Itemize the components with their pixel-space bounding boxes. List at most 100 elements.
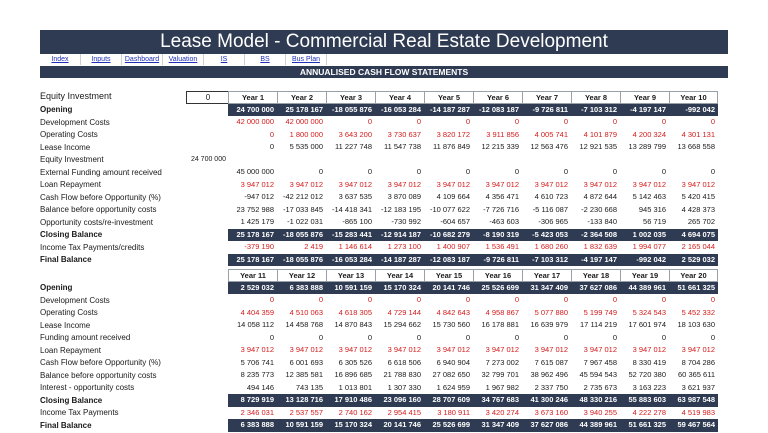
table-cell: 3 637 535 [338,192,372,201]
side-value [186,104,228,117]
table-cell: 32 799 701 [481,370,519,379]
table-cell: 4 958 867 [485,307,519,317]
table-cell: -10 682 279 [424,228,473,241]
table-cell: 0 [269,332,274,342]
side-value [186,217,228,230]
table-cell: 45 594 543 [579,370,617,379]
year-header: Year 12 [277,269,326,282]
year-header: Year 8 [571,91,620,104]
table-cell: 60 365 611 [678,370,715,379]
side-value [186,129,228,142]
table-cell [375,154,424,167]
table-row: 14 058 112 14 458 768 14 870 843 15 294 662… [228,319,718,332]
table-cell: 0 [563,117,568,126]
table-cell: 12 385 581 [285,370,323,379]
nav-link-inputs[interactable]: Inputs [81,54,122,65]
table-cell [326,154,375,167]
row-label: Closing Balance [40,230,103,239]
table-cell: 41 300 246 [522,394,571,407]
table-cell: -7 726 716 [483,204,519,214]
table-cell: 10 591 159 [326,281,375,294]
cash-flow-table-years-11-20: Year 11 Year 12 Year 13 Year 14 Year 15 Year … [228,269,718,432]
table-cell: 37 627 086 [522,419,571,432]
side-value: 24 700 000 [190,156,226,163]
table-cell: 0 [465,332,470,342]
table-cell: 0 [367,117,372,126]
table-cell: 2 346 031 [240,407,274,417]
table-cell [571,154,620,167]
table-row: -947 012 -42 212 012 3 637 535 3 870 089 4 1… [228,191,718,204]
table-cell: 1 146 614 [338,242,372,251]
table-cell: 0 [710,295,715,304]
table-cell: -2 364 508 [571,228,620,241]
table-row: 2 346 031 2 537 557 2 740 162 2 954 415 3 18… [228,407,718,420]
table-row: 0 0 0 0 0 0 0 0 0 0 [228,294,718,307]
table-cell: 6 383 888 [277,281,326,294]
table-cell: 494 146 [246,382,274,392]
year-header: Year 15 [424,269,473,282]
table-cell: 44 389 961 [620,281,669,294]
year-header: Year 19 [620,269,669,282]
year-header: Year 11 [228,269,277,282]
year-header: Year 10 [669,91,718,104]
table-cell: 0 [416,295,421,304]
table-cell: 56 719 [643,217,666,226]
table-cell: 3 947 012 [436,179,470,189]
table-cell: 12 563 476 [530,142,568,151]
table-cell: -12 083 187 [424,253,473,266]
row-label: Balance before opportunity costs [40,205,157,214]
table-cell: 31 347 409 [522,281,571,294]
table-cell: 2 954 415 [387,407,421,417]
table-cell: 15 294 662 [383,320,421,329]
table-cell: 8 704 286 [681,357,715,367]
year-header: Year 2 [277,91,326,104]
row-label: Opening [40,105,73,114]
table-cell: 2 529 032 [669,253,718,266]
nav-link-bs[interactable]: BS [245,54,286,65]
nav-link-valuation[interactable]: Valuation [163,54,204,65]
side-value [186,192,228,205]
table-cell: 0 [661,117,666,126]
table-cell: 20 141 746 [424,281,473,294]
table-row: 6 383 888 10 591 159 15 170 324 20 141 746 2… [228,419,718,432]
table-cell: 1 307 330 [387,382,421,392]
table-cell: 25 178 167 [228,253,277,266]
table-cell: 44 389 961 [571,419,620,432]
nav-link-index[interactable]: Index [40,54,81,65]
table-cell: 0 [269,142,274,151]
table-cell: -9 726 811 [522,103,571,116]
table-cell: 4 842 643 [436,307,470,317]
table-cell: 0 [612,332,617,342]
table-cell: 0 [318,295,323,304]
table-cell: 31 347 409 [473,419,522,432]
row-label: Interest - opportunity costs [40,383,135,392]
table-cell: 5 077 880 [534,307,568,317]
table-cell: 13 128 716 [277,394,326,407]
table-cell: 55 883 603 [620,394,669,407]
year-header: Year 6 [473,91,522,104]
nav-link-bus-plan[interactable]: Bus Plan [286,54,327,65]
row-label: Operating Costs [40,308,98,317]
table-cell: 3 947 012 [681,345,715,354]
table-cell: 25 178 167 [277,103,326,116]
table-cell: 3 947 012 [534,179,568,189]
table-cell: -14 187 287 [424,103,473,116]
table-row: 42 000 000 42 000 000 0 0 0 0 0 0 0 0 [228,116,718,129]
table-cell: 11 547 738 [384,142,421,151]
nav-link-is[interactable]: IS [204,54,245,65]
table-cell: -12 183 195 [380,204,421,214]
section-title: ANNUALISED CASH FLOW STATEMENTS [40,66,728,78]
table-cell: 0 [416,167,421,176]
table-cell: 0 [465,167,470,176]
table-row: 45 000 000 0 0 0 0 0 0 0 0 0 [228,166,718,179]
equity-investment-input[interactable]: 0 [186,91,230,104]
table-cell: -947 012 [244,192,274,201]
table-cell: 0 [514,332,519,342]
table-cell: -4 197 147 [620,103,669,116]
nav-link-dashboard[interactable]: Dashboard [122,54,163,65]
year-header: Year 5 [424,91,473,104]
table-cell: 4 200 324 [632,129,666,139]
table-cell: 3 947 012 [289,345,323,354]
table-cell: 4 005 741 [534,129,568,139]
table-row: 25 178 167 -18 055 876 -16 053 284 -14 187 … [228,253,718,266]
